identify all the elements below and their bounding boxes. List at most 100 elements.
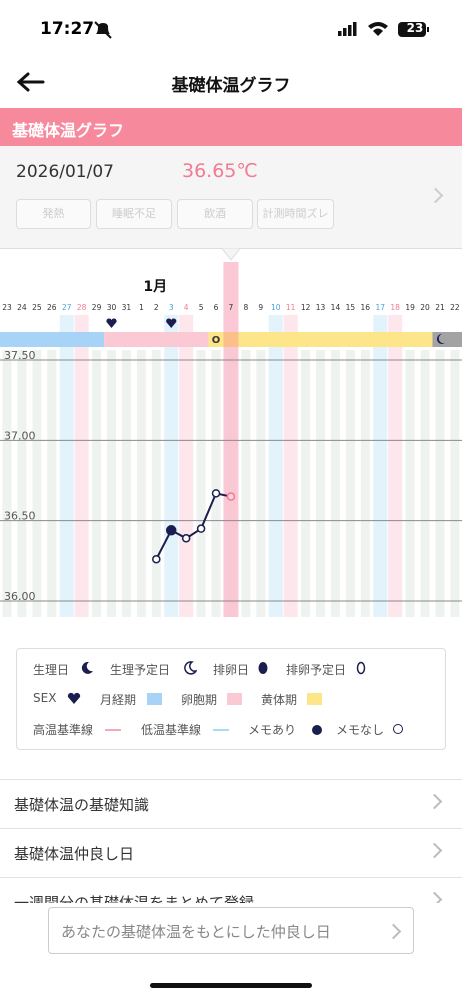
menu-item[interactable]: 基礎体温の基礎知識 xyxy=(0,779,462,828)
legend-icon xyxy=(147,693,162,705)
legend-label: 低温基準線 xyxy=(141,723,202,737)
day-column xyxy=(47,350,57,617)
day-column xyxy=(17,350,27,617)
weekend-column xyxy=(74,315,89,617)
temperature-point xyxy=(226,492,236,501)
detail-date: 2026/01/07 xyxy=(16,162,114,182)
legend-label: 月経期 xyxy=(100,693,137,707)
legend-icon xyxy=(356,661,366,675)
weekend-column xyxy=(283,315,298,617)
day-column xyxy=(107,350,117,617)
pointer xyxy=(221,248,241,261)
weekend-column xyxy=(373,315,388,617)
temperature-point xyxy=(165,525,177,536)
y-tick-label: 37.50 xyxy=(4,349,36,362)
x-tick-label: 9 xyxy=(258,303,263,312)
day-column xyxy=(196,350,206,617)
legend-label: 排卵予定日 xyxy=(286,663,347,677)
day-column xyxy=(330,350,340,617)
temperature-point xyxy=(196,524,206,533)
legend-icon xyxy=(258,662,268,674)
detail-panel xyxy=(0,146,462,248)
chevron xyxy=(426,793,443,810)
legend xyxy=(16,648,446,750)
weekend-column xyxy=(268,315,283,617)
x-tick-label: 10 xyxy=(271,303,281,312)
x-tick-label: 31 xyxy=(122,303,132,312)
x-tick-label: 21 xyxy=(435,303,445,312)
weekend-column xyxy=(388,315,403,617)
condition-tag[interactable]: 睡眠不足 xyxy=(96,199,172,229)
condition-tag[interactable]: 計測時間ズレ xyxy=(257,199,334,229)
x-tick-label: 7 xyxy=(229,303,234,312)
phase-band xyxy=(104,332,209,347)
legend-icon xyxy=(307,693,322,705)
legend-icon xyxy=(105,729,121,731)
banner: 基礎体温グラフ xyxy=(0,108,462,146)
nav-title: 基礎体温グラフ xyxy=(171,76,291,96)
legend-label: 生理予定日 xyxy=(110,663,171,677)
day-column xyxy=(151,350,161,617)
x-tick-label: 17 xyxy=(375,303,385,312)
month-label: 1月 xyxy=(143,279,167,295)
legend-label: 黄体期 xyxy=(261,693,298,707)
ovulation-cell xyxy=(208,332,224,347)
legend-label: 卵胞期 xyxy=(181,693,218,707)
back-button[interactable] xyxy=(16,72,46,92)
day-column xyxy=(360,350,370,617)
sex-mark xyxy=(106,318,117,328)
x-tick-label: 6 xyxy=(214,303,219,312)
day-column xyxy=(345,350,355,617)
x-tick-label: 2 xyxy=(154,303,159,312)
weekend-column xyxy=(164,315,179,617)
x-tick-label: 13 xyxy=(316,303,326,312)
day-column xyxy=(32,350,42,617)
legend-label: 生理日 xyxy=(33,663,70,677)
ovulation-label: O xyxy=(212,335,221,346)
x-tick-label: 12 xyxy=(301,303,311,312)
x-tick-label: 19 xyxy=(405,303,415,312)
x-tick-label: 25 xyxy=(32,303,42,312)
banner-title: 基礎体温グラフ xyxy=(12,121,125,140)
mute-icon xyxy=(94,21,112,39)
menu-item[interactable]: 基礎体温仲良し日 xyxy=(0,828,462,877)
day-column xyxy=(301,350,311,617)
battery-level: 23 xyxy=(406,21,424,35)
menu-label: 基礎体温の基礎知識 xyxy=(14,796,150,814)
x-tick-label: 14 xyxy=(331,303,341,312)
legend-icon xyxy=(184,661,197,675)
x-tick-label: 18 xyxy=(390,303,400,312)
y-tick-label: 36.00 xyxy=(4,590,36,603)
x-tick-label: 1 xyxy=(139,303,144,312)
legend-icon xyxy=(67,692,81,704)
home-indicator xyxy=(150,983,312,988)
legend-label: 高温基準線 xyxy=(33,723,94,737)
x-tick-label: 29 xyxy=(92,303,102,312)
day-column xyxy=(2,350,12,617)
menu-label: 基礎体温仲良し日 xyxy=(14,845,135,863)
legend-label: メモなし xyxy=(336,723,385,737)
x-tick-label: 3 xyxy=(169,303,174,312)
x-tick-label: 28 xyxy=(77,303,87,312)
x-tick-label: 4 xyxy=(184,303,189,312)
status-icons xyxy=(338,22,429,37)
chevron xyxy=(426,842,443,859)
day-column xyxy=(136,350,146,617)
day-column xyxy=(435,350,445,617)
y-tick-label: 36.50 xyxy=(4,510,36,523)
day-column xyxy=(450,350,460,617)
legend-icon xyxy=(393,724,403,734)
phase-band xyxy=(238,332,433,347)
legend-label: メモあり xyxy=(248,723,297,737)
match-day-button[interactable]: あなたの基礎体温をもとにした仲良し日 xyxy=(48,907,414,954)
condition-tag[interactable]: 発熱 xyxy=(16,199,91,229)
legend-icon xyxy=(227,693,242,705)
condition-tag[interactable]: 飲酒 xyxy=(177,199,253,229)
day-column xyxy=(256,350,266,617)
button-label: あなたの基礎体温をもとにした仲良し日 xyxy=(61,923,331,941)
legend-label: SEX xyxy=(33,691,57,705)
legend-icon xyxy=(312,725,322,735)
x-tick-label: 24 xyxy=(17,303,27,312)
